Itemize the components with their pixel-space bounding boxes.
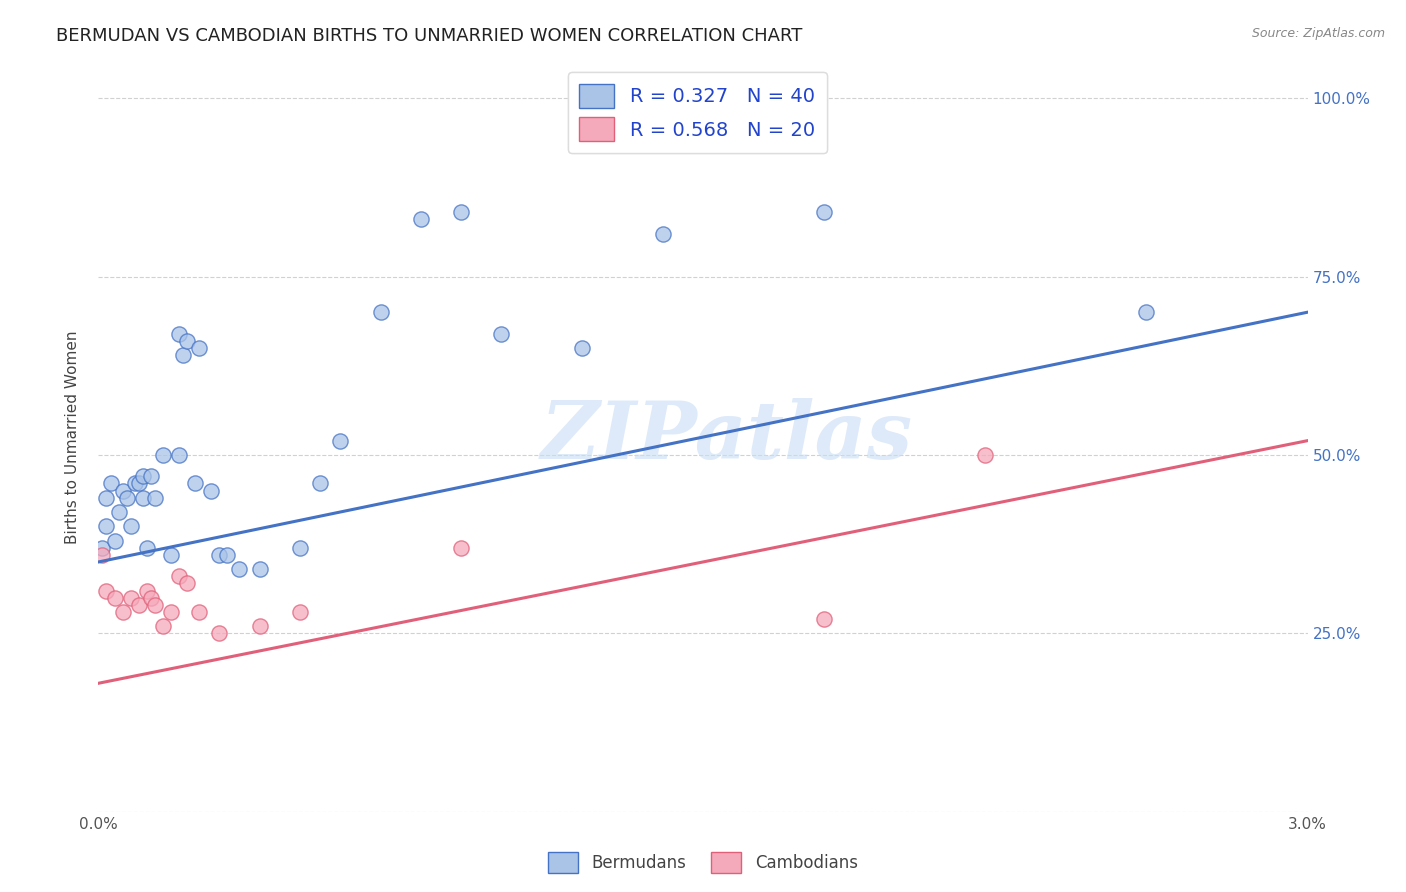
Point: [100, 476, 122, 491]
Point: [309, 476, 332, 491]
Point: [208, 548, 231, 562]
Point: [409, 212, 432, 227]
Point: [111, 483, 134, 498]
Point: [128, 476, 150, 491]
Point: [96, 491, 118, 505]
Point: [208, 626, 231, 640]
Point: [96, 519, 118, 533]
Point: [172, 348, 194, 362]
Point: [176, 334, 198, 348]
Point: [370, 305, 392, 319]
Point: [128, 598, 150, 612]
Point: [450, 541, 472, 555]
Point: [107, 505, 129, 519]
Point: [160, 548, 183, 562]
Point: [103, 591, 125, 605]
Point: [152, 619, 174, 633]
Point: [139, 469, 162, 483]
Point: [974, 448, 997, 462]
Legend: R = 0.327   N = 40, R = 0.568   N = 20: R = 0.327 N = 40, R = 0.568 N = 20: [568, 72, 827, 153]
Text: Source: ZipAtlas.com: Source: ZipAtlas.com: [1251, 27, 1385, 40]
Text: ZIPatlas: ZIPatlas: [541, 399, 914, 475]
Point: [651, 227, 673, 241]
Point: [491, 326, 513, 341]
Point: [813, 612, 835, 626]
Point: [329, 434, 352, 448]
Point: [188, 605, 211, 619]
Point: [91, 541, 114, 555]
Point: [135, 583, 157, 598]
Point: [132, 469, 155, 483]
Point: [176, 576, 198, 591]
Point: [143, 598, 166, 612]
Text: BERMUDAN VS CAMBODIAN BIRTHS TO UNMARRIED WOMEN CORRELATION CHART: BERMUDAN VS CAMBODIAN BIRTHS TO UNMARRIE…: [56, 27, 803, 45]
Point: [571, 341, 593, 355]
Point: [167, 448, 190, 462]
Point: [152, 448, 174, 462]
Point: [288, 605, 311, 619]
Point: [120, 519, 142, 533]
Point: [139, 591, 162, 605]
Point: [1135, 305, 1157, 319]
Point: [111, 605, 134, 619]
Point: [450, 205, 472, 219]
Point: [115, 491, 138, 505]
Point: [160, 605, 183, 619]
Point: [91, 548, 114, 562]
Point: [184, 476, 207, 491]
Point: [96, 583, 118, 598]
Point: [249, 619, 271, 633]
Point: [135, 541, 157, 555]
Point: [132, 491, 155, 505]
Y-axis label: Births to Unmarried Women: Births to Unmarried Women: [65, 330, 80, 544]
Point: [813, 205, 835, 219]
Point: [249, 562, 271, 576]
Point: [188, 341, 211, 355]
Point: [167, 569, 190, 583]
Point: [217, 548, 239, 562]
Point: [200, 483, 222, 498]
Point: [228, 562, 250, 576]
Point: [288, 541, 311, 555]
Point: [120, 591, 142, 605]
Point: [167, 326, 190, 341]
Point: [143, 491, 166, 505]
Legend: Bermudans, Cambodians: Bermudans, Cambodians: [541, 846, 865, 880]
Point: [124, 476, 146, 491]
Point: [103, 533, 125, 548]
